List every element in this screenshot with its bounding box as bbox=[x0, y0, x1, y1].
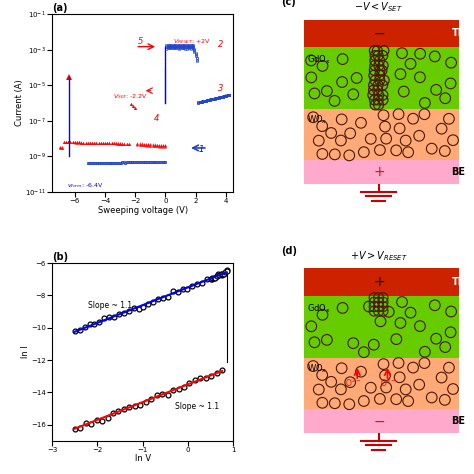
Text: (d): (d) bbox=[281, 246, 297, 256]
Text: WO$_x$: WO$_x$ bbox=[308, 362, 328, 374]
Text: Slope ~ 1.1: Slope ~ 1.1 bbox=[174, 401, 219, 410]
Text: $V_{SET}$: -2.2V: $V_{SET}$: -2.2V bbox=[113, 92, 147, 100]
Text: (b): (b) bbox=[52, 252, 68, 262]
Text: TE: TE bbox=[451, 277, 465, 287]
Text: GdO$_x$: GdO$_x$ bbox=[308, 302, 331, 315]
Bar bbox=[304, 268, 458, 296]
Bar bbox=[304, 296, 458, 358]
Text: (c): (c) bbox=[281, 0, 296, 7]
Text: (a): (a) bbox=[52, 3, 68, 13]
Text: $+$: $+$ bbox=[373, 165, 384, 179]
Bar bbox=[304, 358, 458, 409]
Text: O$^{2-}$: O$^{2-}$ bbox=[380, 376, 397, 389]
X-axis label: ln V: ln V bbox=[135, 455, 151, 464]
Text: $-$: $-$ bbox=[373, 27, 385, 40]
Text: 4: 4 bbox=[154, 114, 159, 123]
Text: 5: 5 bbox=[138, 36, 144, 46]
Text: 3: 3 bbox=[219, 84, 224, 93]
Text: 1: 1 bbox=[199, 145, 204, 154]
Y-axis label: Current (A): Current (A) bbox=[15, 80, 24, 127]
Text: BE: BE bbox=[451, 416, 465, 426]
Text: $V_{RESET}$: +2V: $V_{RESET}$: +2V bbox=[173, 36, 211, 46]
Text: Slope ~ 1.1: Slope ~ 1.1 bbox=[89, 301, 133, 310]
Text: GdO$_x$: GdO$_x$ bbox=[308, 53, 331, 66]
Text: 2: 2 bbox=[219, 40, 224, 49]
Text: O$^{2-}$: O$^{2-}$ bbox=[345, 376, 361, 389]
Title: $+V > V_{RESET}$: $+V > V_{RESET}$ bbox=[350, 249, 408, 263]
Text: BE: BE bbox=[451, 167, 465, 177]
Text: $v_{form}$: -6.4V: $v_{form}$: -6.4V bbox=[67, 182, 104, 191]
Y-axis label: ln I: ln I bbox=[21, 346, 30, 358]
Bar bbox=[304, 160, 458, 184]
Bar bbox=[304, 47, 458, 109]
Bar bbox=[304, 409, 458, 433]
Text: WO$_x$: WO$_x$ bbox=[308, 113, 328, 126]
X-axis label: Sweeping voltage (V): Sweeping voltage (V) bbox=[98, 206, 188, 215]
Text: $+$: $+$ bbox=[373, 275, 384, 289]
Bar bbox=[304, 19, 458, 47]
Title: $-V < V_{SET}$: $-V < V_{SET}$ bbox=[354, 0, 403, 14]
Bar bbox=[304, 109, 458, 160]
Text: TE: TE bbox=[451, 28, 465, 38]
Text: $-$: $-$ bbox=[373, 414, 385, 428]
